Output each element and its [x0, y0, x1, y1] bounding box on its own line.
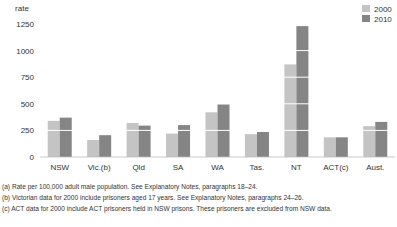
grid-line: [40, 77, 395, 78]
legend-swatch: [362, 15, 370, 22]
legend-swatch: [362, 5, 370, 12]
bar: [60, 118, 72, 157]
grid-line: [40, 130, 395, 131]
bar: [324, 137, 336, 157]
bar: [127, 123, 139, 157]
y-tick-label: 250: [21, 126, 35, 135]
y-tick-label: 0: [30, 153, 35, 162]
x-tick-label: ACT(c): [323, 163, 349, 172]
bar: [48, 121, 60, 157]
legend-label: 2010: [374, 15, 392, 24]
grid-line: [40, 50, 395, 51]
footnote: (a) Rate per 100,000 adult male populati…: [2, 183, 258, 191]
y-label: rate: [15, 4, 29, 13]
bar: [206, 112, 218, 157]
legend-label: 2000: [374, 5, 392, 14]
bar: [99, 135, 111, 157]
x-tick-label: Qld: [132, 163, 144, 172]
bar: [296, 26, 308, 157]
bar: [336, 137, 348, 157]
x-tick-label: Aust.: [366, 163, 384, 172]
bar: [257, 132, 269, 157]
footnote: (c) ACT data for 2000 include ACT prison…: [2, 205, 332, 213]
x-tick-label: NSW: [50, 163, 69, 172]
bar: [166, 134, 178, 157]
x-tick-label: WA: [211, 163, 224, 172]
bar: [178, 125, 190, 157]
y-tick-label: 1000: [16, 47, 34, 56]
baseline: [40, 157, 395, 158]
bar: [375, 122, 387, 157]
x-tick-label: Vic.(b): [88, 163, 111, 172]
x-tick-label: Tas.: [250, 163, 265, 172]
x-tick-label: NT: [291, 163, 302, 172]
grid-line: [40, 103, 395, 104]
bar: [245, 134, 257, 157]
bars: [48, 26, 388, 157]
y-tick-label: 750: [21, 73, 35, 82]
chart: rate 0 250 500 750 1000 1250 NSW Vic.(b) Qld SA WA T…: [0, 0, 397, 227]
bar: [284, 64, 296, 157]
x-tick-label: SA: [173, 163, 184, 172]
y-tick-label: 500: [21, 100, 35, 109]
footnote: (b) Victorian data for 2000 include pris…: [2, 194, 304, 202]
grid-line: [40, 24, 395, 25]
y-tick-label: 1250: [16, 20, 34, 29]
bar: [87, 140, 99, 157]
